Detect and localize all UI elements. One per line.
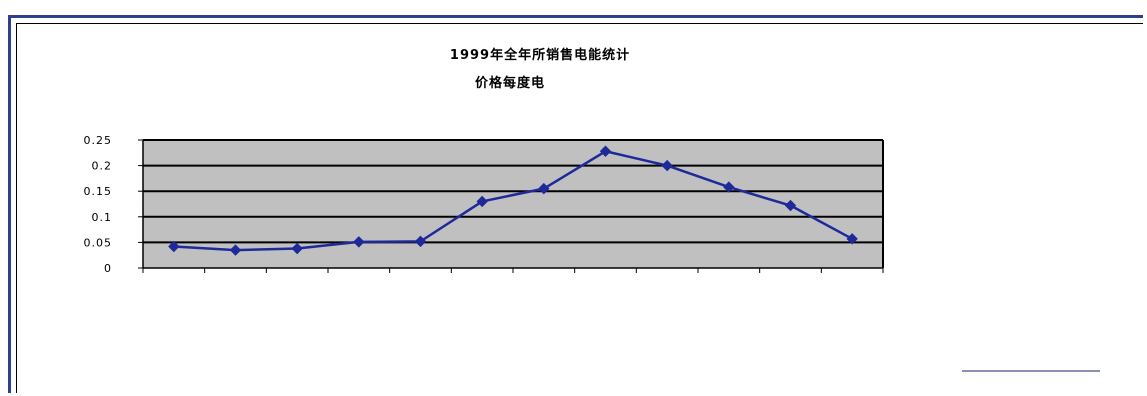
data-point xyxy=(229,244,242,256)
data-point xyxy=(291,242,303,255)
legend-line xyxy=(962,370,1100,372)
y-tick-label: 0.05 xyxy=(84,236,113,249)
data-point xyxy=(784,199,797,212)
y-tick-label: 0.1 xyxy=(92,211,113,224)
data-point xyxy=(476,195,488,208)
series-line xyxy=(173,150,853,252)
data-point xyxy=(846,233,858,245)
chart-frame-inner xyxy=(16,23,1143,393)
data-point xyxy=(538,182,550,195)
data-point xyxy=(414,235,427,248)
chart-subtitle: 价格每度电 xyxy=(474,76,545,91)
y-tick-label: 0.2 xyxy=(92,160,113,173)
y-tick-label: 0 xyxy=(104,262,112,275)
data-point xyxy=(661,159,673,172)
chart-title: 1999年全年所销售电能统计 xyxy=(449,48,631,63)
y-tick-label: 0.15 xyxy=(84,185,113,198)
data-point xyxy=(168,240,180,253)
y-tick-label: 0.25 xyxy=(84,134,113,147)
plot-area xyxy=(143,140,883,268)
data-point xyxy=(723,181,735,193)
data-point xyxy=(353,236,365,248)
data-point xyxy=(599,145,612,157)
